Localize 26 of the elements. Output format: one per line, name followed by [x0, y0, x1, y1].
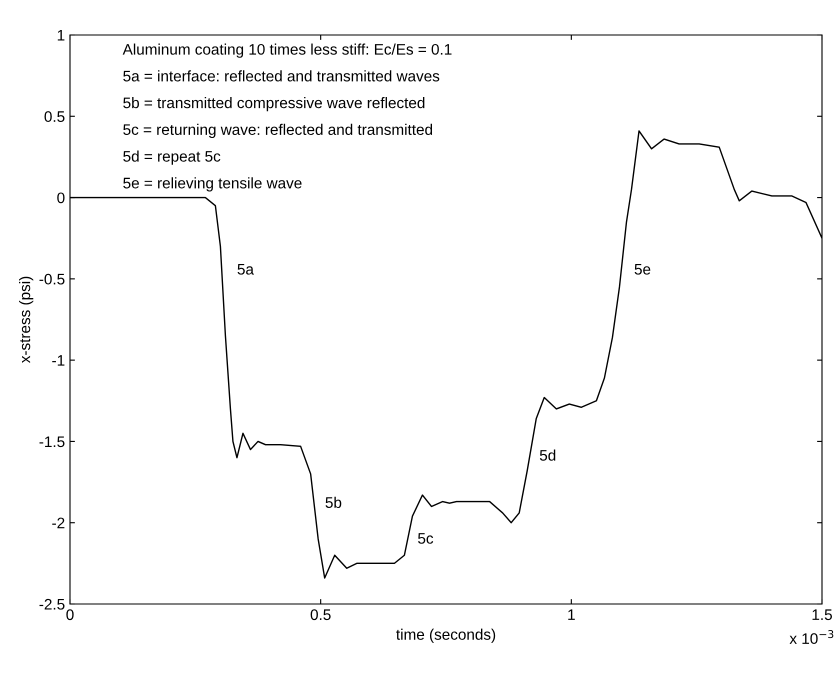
- y-axis-title: x-stress (psi): [19, 276, 34, 364]
- text: x 10$^{−3}$: [790, 630, 834, 644]
- annotation: 5a = interface: reflected and transmitted waves: [123, 70, 440, 82]
- annotation: Aluminum coating 10 times less stiff: Ec/Es = 0.1: [122, 44, 452, 58]
- y-tick-label: -1: [52, 355, 64, 366]
- annotation: 5d: [540, 450, 556, 461]
- y-tick-label: -0.5: [39, 274, 64, 285]
- y-tick-label: -2: [52, 518, 64, 528]
- annotation: 5c = returning wave: reflected and transmitted: [123, 124, 432, 138]
- annotation: 5c: [418, 533, 434, 544]
- x-tick-label: 1.5: [812, 609, 832, 620]
- x-tick-label: 0: [66, 609, 74, 620]
- x-axis-title: time (seconds): [396, 628, 496, 643]
- y-tick-label: -1.5: [39, 436, 64, 448]
- annotation: 5e: [634, 264, 650, 275]
- x-tick-label: 0.5: [310, 609, 331, 620]
- y-tick-label: 1: [58, 30, 64, 41]
- annotation: 5b: [326, 496, 342, 508]
- annotation: 5a: [238, 264, 254, 275]
- annotation: 5d = repeat 5c: [123, 150, 220, 165]
- x-tick-label: 1: [568, 609, 575, 620]
- y-tick-label: 0.5: [44, 111, 64, 122]
- y-tick-label: -2.5: [39, 598, 64, 610]
- y-tick-label: 0: [57, 192, 65, 204]
- annotation: 5e = relieving tensile wave: [123, 177, 302, 192]
- annotation: 5b = transmitted compressive wave reflected: [123, 97, 424, 112]
